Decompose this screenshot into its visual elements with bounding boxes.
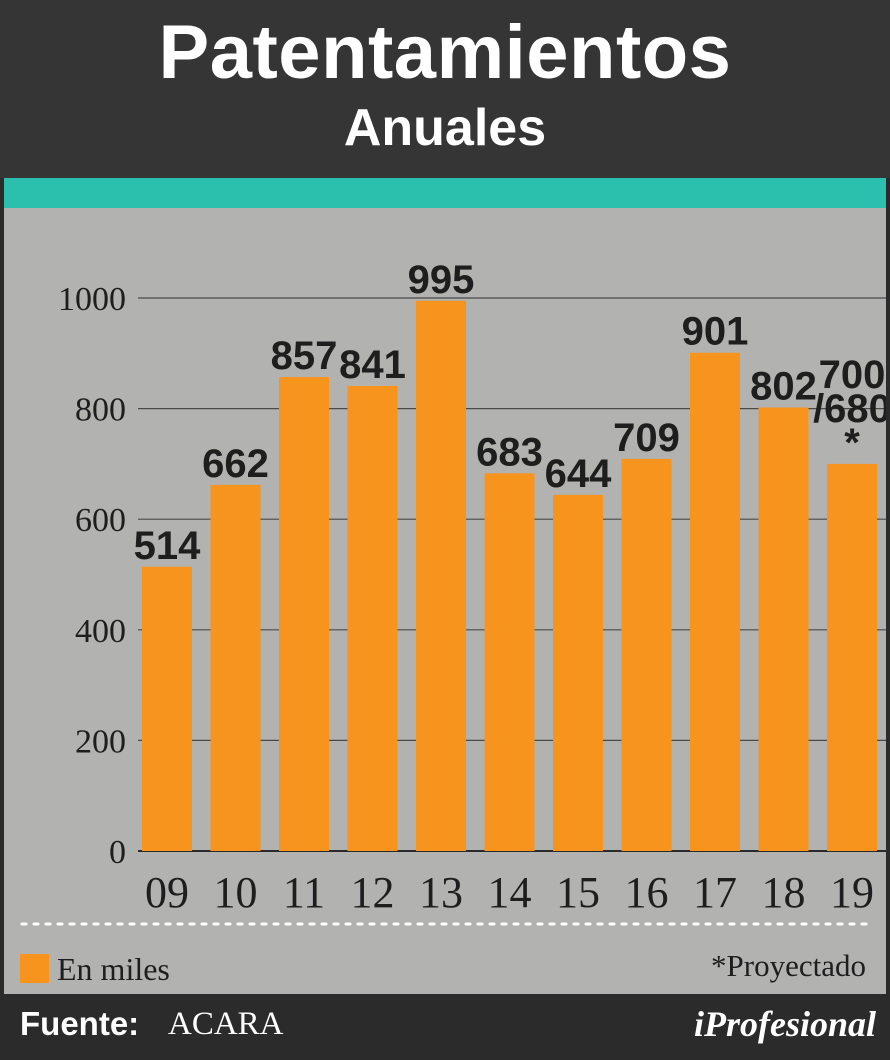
bar: [690, 352, 740, 851]
value-label-line: 841: [339, 343, 406, 387]
x-tick-label: 17: [693, 868, 737, 917]
value-label-line: 901: [682, 310, 749, 354]
accent-band: [4, 178, 886, 208]
x-tick-label: 11: [283, 868, 325, 917]
value-label-line: /680: [813, 387, 886, 431]
value-label: 644: [545, 452, 612, 496]
bar: [621, 458, 672, 851]
legend-swatch: [20, 954, 49, 983]
bar: [484, 473, 535, 851]
x-tick-label: 12: [351, 868, 395, 917]
y-tick-label: 800: [75, 392, 126, 429]
x-tick-label: 18: [762, 868, 806, 917]
x-tick-label: 15: [556, 868, 600, 917]
header: Patentamientos Anuales: [0, 0, 890, 178]
value-label-line: 662: [202, 442, 269, 486]
value-label: 662: [202, 442, 269, 486]
value-label: 901: [682, 310, 749, 354]
value-label: 700/680 *: [813, 353, 886, 465]
y-axis: 0 200 400 600 800 1000: [58, 281, 126, 871]
x-tick-label: 16: [625, 868, 669, 917]
value-label: 857: [271, 334, 338, 378]
projection-note: *Proyectado: [711, 948, 866, 983]
x-axis: 09 10 11 12 13 14 15 16 17 18 19: [145, 868, 874, 917]
value-label: 995: [408, 258, 475, 302]
y-tick-label: 400: [75, 613, 126, 650]
x-tick-label: 09: [145, 868, 189, 917]
value-label-line: 700: [819, 353, 886, 397]
y-tick-label: 600: [75, 502, 126, 539]
footer: Fuente: ACARA iProfesional: [0, 994, 890, 1060]
x-tick-label: 10: [214, 868, 258, 917]
value-label: 841: [339, 343, 406, 387]
bar: [553, 494, 603, 851]
y-tick-label: 200: [75, 723, 126, 760]
value-label: 802: [750, 364, 817, 408]
bar: [758, 407, 809, 851]
value-label-line: 683: [476, 430, 543, 474]
bar: [827, 463, 877, 851]
value-label-line: 644: [545, 452, 612, 496]
value-label-line: 857: [271, 334, 338, 378]
bar: [142, 566, 192, 851]
bar: [347, 385, 398, 851]
value-label: 683: [476, 430, 543, 474]
value-label-line: 709: [613, 416, 680, 460]
value-label: 709: [613, 416, 680, 460]
chart-subtitle: Anuales: [343, 99, 547, 157]
source-value: ACARA: [168, 1006, 284, 1042]
bar: [279, 377, 329, 851]
value-label-line: 802: [750, 364, 817, 408]
brand-logo: iProfesional: [693, 1004, 876, 1044]
bars: [142, 300, 877, 851]
value-label: 514: [134, 524, 201, 568]
bar: [210, 484, 261, 851]
legend: En miles *Proyectado: [20, 922, 872, 987]
y-tick-label: 1000: [58, 281, 126, 318]
value-label-line: 514: [134, 524, 201, 568]
y-tick-label: 0: [109, 834, 126, 871]
bar: [416, 300, 466, 851]
chart-title: Patentamientos: [158, 10, 732, 95]
value-label-line: *: [844, 421, 860, 465]
legend-label: En miles: [57, 951, 170, 987]
source-label: Fuente:: [20, 1005, 140, 1042]
x-tick-label: 13: [419, 868, 463, 917]
x-tick-label: 19: [830, 868, 874, 917]
value-label-line: 995: [408, 258, 475, 302]
x-tick-label: 14: [488, 868, 532, 917]
